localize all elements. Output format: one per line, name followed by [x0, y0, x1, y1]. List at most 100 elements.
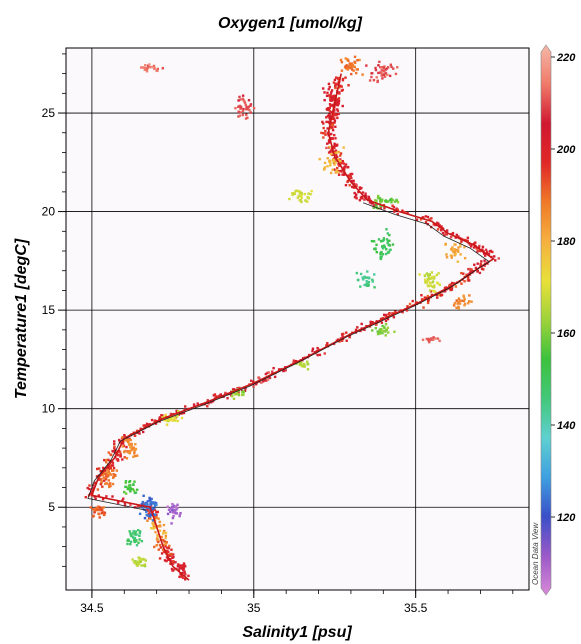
- data-point: [132, 489, 136, 492]
- data-point: [349, 172, 352, 176]
- data-point: [97, 494, 100, 497]
- data-point: [324, 129, 327, 133]
- data-point: [163, 540, 167, 543]
- data-point: [145, 510, 148, 513]
- data-point: [117, 449, 121, 453]
- data-point: [138, 538, 141, 541]
- data-point: [306, 196, 310, 199]
- data-point: [366, 276, 369, 279]
- data-point: [321, 120, 324, 124]
- data-point: [152, 524, 155, 527]
- data-point: [358, 58, 361, 62]
- data-point: [164, 542, 168, 546]
- data-point: [468, 294, 471, 297]
- data-point: [337, 112, 340, 116]
- data-point: [316, 346, 319, 350]
- data-point: [335, 103, 339, 107]
- data-point: [370, 72, 373, 75]
- data-point: [113, 473, 117, 477]
- data-point: [233, 393, 237, 396]
- data-point: [331, 95, 335, 98]
- data-point: [323, 166, 327, 169]
- data-point: [467, 279, 471, 282]
- data-point: [348, 63, 351, 66]
- data-point: [242, 99, 245, 102]
- data-point: [322, 126, 325, 130]
- data-point: [151, 501, 155, 504]
- data-point: [457, 300, 460, 304]
- data-point: [128, 438, 131, 442]
- data-point: [333, 112, 336, 115]
- data-point: [182, 411, 186, 415]
- data-point: [451, 246, 454, 249]
- data-point: [104, 472, 107, 476]
- data-point: [339, 160, 342, 163]
- data-point: [155, 516, 158, 519]
- data-point: [441, 231, 445, 235]
- data-point: [296, 189, 299, 192]
- data-point: [127, 451, 130, 454]
- data-point: [138, 512, 142, 516]
- data-point: [311, 347, 315, 350]
- data-point: [340, 69, 344, 72]
- data-point: [124, 492, 128, 495]
- data-point: [243, 389, 247, 392]
- data-point: [377, 71, 380, 75]
- data-point: [337, 99, 341, 103]
- data-point: [111, 495, 114, 498]
- data-point: [237, 391, 240, 394]
- data-point: [457, 246, 460, 249]
- data-point: [334, 125, 337, 128]
- data-point: [150, 506, 153, 509]
- data-point: [364, 194, 368, 198]
- data-point: [128, 452, 132, 455]
- data-point: [330, 153, 333, 156]
- data-point: [379, 317, 383, 321]
- data-point: [132, 529, 135, 533]
- plot-area: [65, 47, 530, 591]
- data-point: [143, 516, 147, 520]
- data-point: [491, 250, 494, 254]
- data-point: [154, 531, 157, 534]
- data-point: [329, 96, 332, 99]
- data-point: [466, 236, 470, 240]
- data-point: [467, 267, 470, 271]
- data-point: [260, 381, 263, 384]
- data-point: [112, 472, 115, 476]
- data-point: [428, 273, 431, 276]
- data-point: [347, 84, 350, 87]
- data-point: [433, 275, 436, 279]
- data-point: [336, 101, 340, 105]
- data-point: [95, 508, 98, 511]
- colorbar: 120 140 160 180 200 220: [540, 44, 576, 596]
- data-point: [385, 328, 388, 331]
- data-point: [386, 326, 390, 329]
- data-point: [468, 267, 471, 271]
- data-point: [241, 94, 245, 97]
- data-point: [350, 64, 353, 68]
- data-point: [153, 501, 156, 504]
- data-point: [157, 534, 160, 538]
- data-point: [102, 466, 105, 470]
- data-point: [299, 195, 303, 198]
- data-point: [358, 199, 362, 202]
- data-point: [249, 379, 253, 382]
- data-point: [163, 418, 166, 422]
- data-point: [456, 302, 459, 305]
- data-point: [371, 321, 374, 324]
- data-point: [350, 62, 354, 65]
- data-point: [382, 66, 385, 69]
- data-point: [153, 508, 157, 512]
- data-point: [166, 550, 170, 553]
- data-point: [463, 304, 466, 307]
- data-point: [396, 66, 399, 69]
- data-point: [105, 458, 108, 462]
- data-point: [331, 117, 334, 121]
- data-point: [136, 562, 139, 566]
- data-point: [292, 359, 296, 362]
- data-point: [329, 125, 333, 128]
- data-point: [92, 508, 95, 511]
- data-point: [422, 216, 425, 219]
- data-point: [482, 252, 486, 255]
- data-point: [376, 196, 380, 200]
